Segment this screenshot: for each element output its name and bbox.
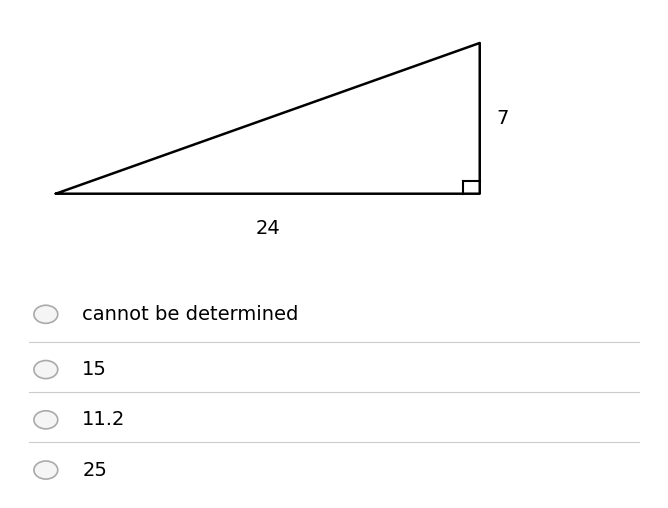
Text: 15: 15 bbox=[82, 360, 107, 379]
Circle shape bbox=[34, 361, 57, 378]
Text: 25: 25 bbox=[82, 461, 107, 480]
Circle shape bbox=[34, 461, 57, 479]
Circle shape bbox=[34, 305, 57, 323]
Text: 11.2: 11.2 bbox=[82, 410, 126, 429]
Text: cannot be determined: cannot be determined bbox=[82, 305, 299, 324]
Text: 7: 7 bbox=[497, 109, 509, 128]
Circle shape bbox=[34, 411, 57, 429]
Text: 24: 24 bbox=[255, 219, 280, 238]
